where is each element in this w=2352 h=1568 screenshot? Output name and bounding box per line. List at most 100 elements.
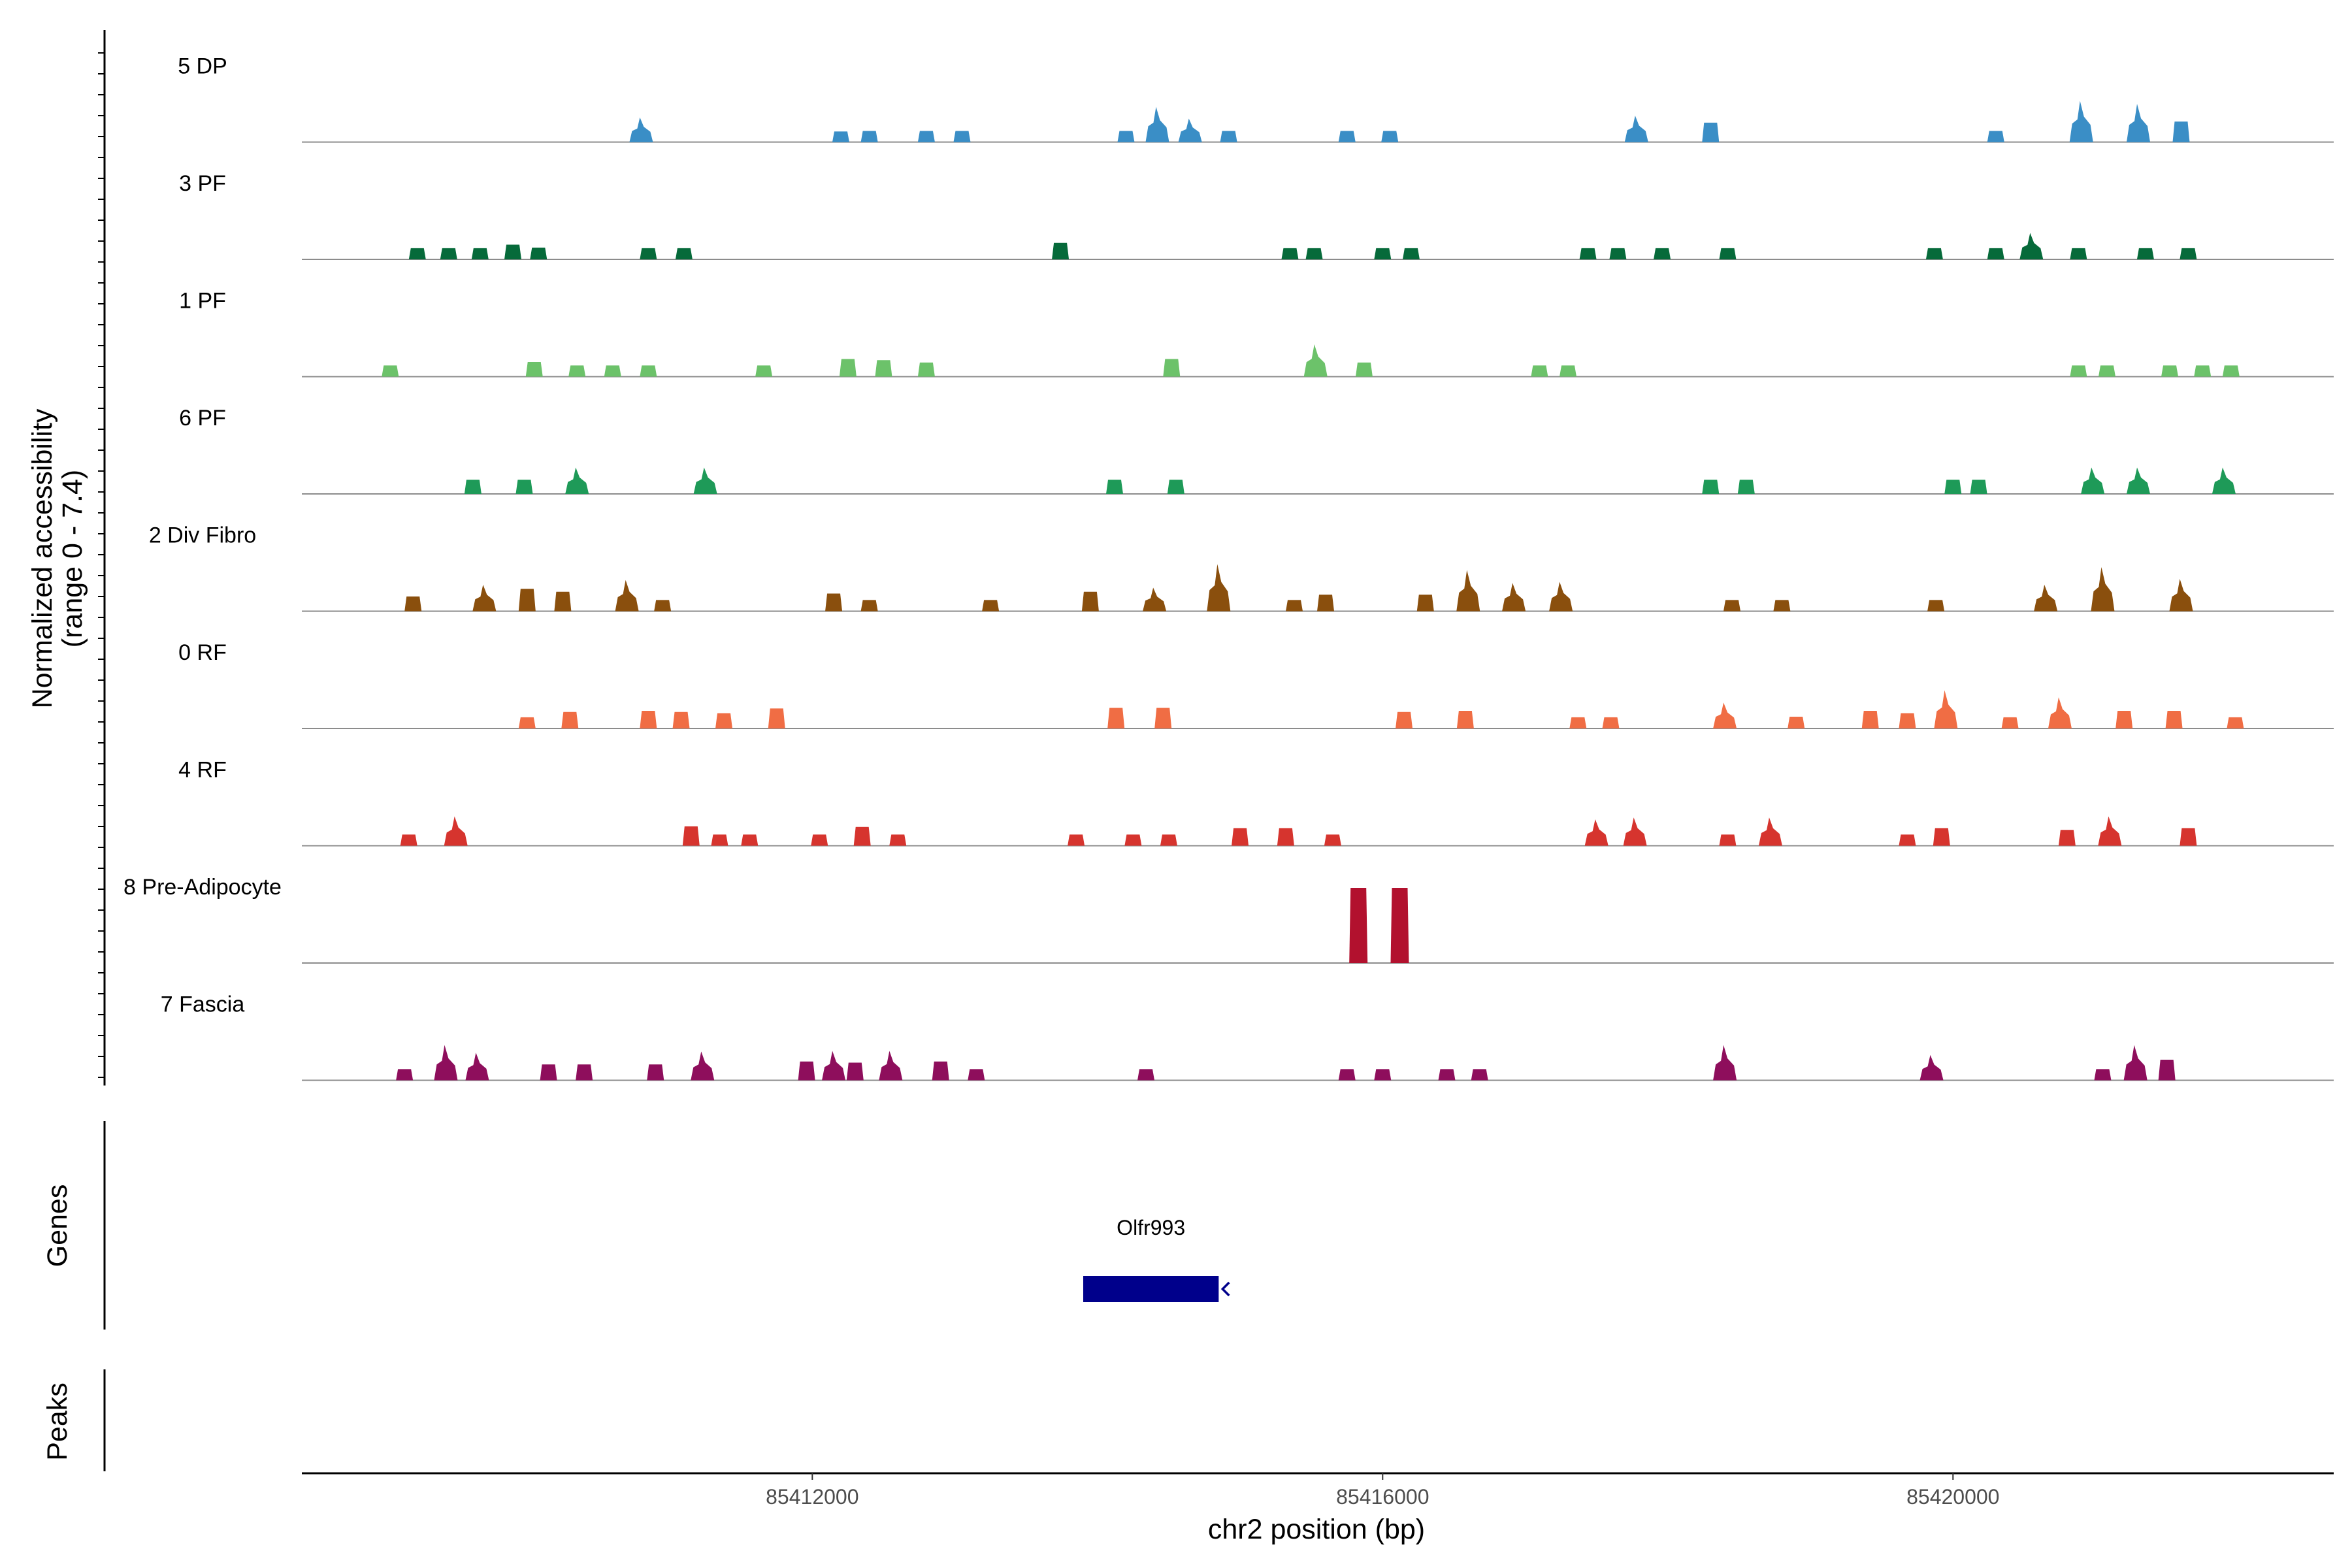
genes-panel-title: Genes bbox=[42, 1184, 73, 1267]
track-label: 8 Pre-Adipocyte bbox=[123, 875, 282, 900]
coverage-peak bbox=[1052, 242, 1070, 259]
coverage-peak bbox=[768, 708, 785, 728]
coverage-peak bbox=[472, 585, 497, 612]
coverage-peak bbox=[2058, 830, 2076, 846]
coverage-peak bbox=[1602, 717, 1620, 728]
coverage-peak bbox=[2123, 1045, 2148, 1081]
coverage-peak bbox=[518, 717, 536, 728]
coverage-peak bbox=[604, 365, 621, 377]
coverage-peak bbox=[1154, 708, 1172, 728]
x-axis: 85412000 85416000 85420000 bbox=[302, 1472, 2334, 1509]
coverage-peak bbox=[1143, 587, 1167, 612]
coverage-peak bbox=[755, 365, 773, 377]
coverage-peak bbox=[408, 248, 426, 259]
coverage-peak bbox=[715, 713, 733, 728]
coverage-peak bbox=[1456, 570, 1480, 612]
coverage-peak bbox=[615, 580, 639, 612]
coverage-peak bbox=[1502, 583, 1526, 612]
coverage-peak bbox=[1167, 480, 1184, 494]
coverage-peak bbox=[691, 1051, 715, 1081]
coverage-peak bbox=[1381, 131, 1399, 142]
coverage-peak bbox=[1081, 591, 1099, 612]
coverage-peak bbox=[434, 1045, 458, 1081]
coverage-peak bbox=[1934, 690, 1958, 728]
coverage-peak bbox=[396, 1069, 414, 1081]
coverage-peak bbox=[1723, 600, 1741, 612]
coverage-peak bbox=[2212, 467, 2236, 494]
coverage-peak bbox=[2019, 233, 2044, 259]
coverage-peak bbox=[932, 1061, 949, 1081]
coverage-peak bbox=[576, 1064, 593, 1081]
track-label: 2 Div Fibro bbox=[149, 523, 256, 548]
track-6-pf: 6 PF bbox=[179, 406, 2334, 495]
coverage-peak bbox=[1163, 359, 1181, 377]
coverage-peak bbox=[1285, 600, 1303, 612]
coverage-peak bbox=[672, 711, 690, 728]
coverage-peak bbox=[1438, 1069, 1456, 1081]
coverage-peak bbox=[2127, 467, 2151, 494]
coverage-peak bbox=[1416, 595, 1434, 612]
track-4-rf: 4 RF bbox=[178, 758, 2334, 847]
coverage-peak bbox=[1374, 1069, 1392, 1081]
coverage-peak bbox=[879, 1051, 903, 1081]
coverage-peak bbox=[1338, 1069, 1356, 1081]
coverage-peak bbox=[1178, 118, 1202, 142]
track-label: 4 RF bbox=[178, 758, 227, 783]
gene-body-olfr993 bbox=[1083, 1276, 1219, 1302]
coverage-peak bbox=[860, 131, 878, 142]
coverage-peak bbox=[1788, 717, 1805, 728]
track-label: 0 RF bbox=[178, 640, 227, 665]
coverage-peak bbox=[693, 467, 717, 494]
coverage-peak bbox=[1145, 106, 1169, 142]
coverage-peak bbox=[518, 589, 536, 612]
coverage-peak bbox=[811, 834, 828, 846]
gene-panel: Olfr993 bbox=[103, 1121, 1230, 1330]
coverage-peak bbox=[1355, 362, 1373, 377]
track-0-rf: 0 RF bbox=[178, 640, 2334, 729]
coverage-peak bbox=[1970, 480, 1987, 494]
coverage-peak bbox=[400, 834, 417, 846]
coverage-peak bbox=[2115, 711, 2133, 728]
coverage-peak bbox=[2136, 248, 2154, 259]
coverage-peak bbox=[2222, 365, 2240, 377]
track-label: 3 PF bbox=[179, 171, 226, 196]
coverage-peak bbox=[440, 248, 457, 259]
coverage-peak bbox=[741, 834, 759, 846]
coverage-peak bbox=[1925, 248, 1943, 259]
x-tick-label: 85420000 bbox=[1906, 1485, 1999, 1509]
coverage-peak bbox=[2158, 1060, 2176, 1081]
coverage-peak bbox=[2081, 467, 2105, 494]
coverage-peak bbox=[1579, 248, 1597, 259]
coverage-peak bbox=[554, 591, 572, 612]
coverage-peak bbox=[2098, 816, 2122, 846]
coverage-peak bbox=[1549, 581, 1573, 612]
coverage-peak bbox=[1919, 1054, 1944, 1081]
coverage-peak bbox=[1987, 248, 2004, 259]
coverage-peak bbox=[444, 816, 468, 846]
coverage-peak bbox=[654, 600, 672, 612]
coverage-peak bbox=[982, 600, 1000, 612]
coverage-peak bbox=[1713, 702, 1737, 728]
coverage-peak bbox=[2048, 697, 2072, 728]
coverage-peak bbox=[640, 711, 657, 728]
coverage-peak bbox=[1277, 828, 1294, 846]
coverage-peak bbox=[2034, 585, 2058, 612]
coverage-peak bbox=[1232, 828, 1249, 846]
coverage-peak bbox=[2001, 717, 2019, 728]
y-axis-range: (range 0 - 7.4) bbox=[57, 470, 88, 647]
coverage-peak bbox=[1117, 131, 1135, 142]
coverage-peak bbox=[1560, 365, 1577, 377]
coverage-peak bbox=[640, 248, 657, 259]
coverage-peak bbox=[1390, 888, 1409, 963]
coverage-peak bbox=[565, 467, 589, 494]
coverage-peak bbox=[889, 834, 907, 846]
coverage-peak bbox=[825, 593, 843, 612]
coverage-peak bbox=[1324, 834, 1341, 846]
coverage-peak bbox=[682, 826, 700, 846]
coverage-peak bbox=[2172, 122, 2190, 142]
track-3-pf: 3 PF bbox=[179, 171, 2334, 260]
coverage-peak bbox=[464, 480, 482, 494]
coverage-peak bbox=[822, 1051, 846, 1081]
x-axis-title: chr2 position (bp) bbox=[1208, 1514, 1425, 1545]
